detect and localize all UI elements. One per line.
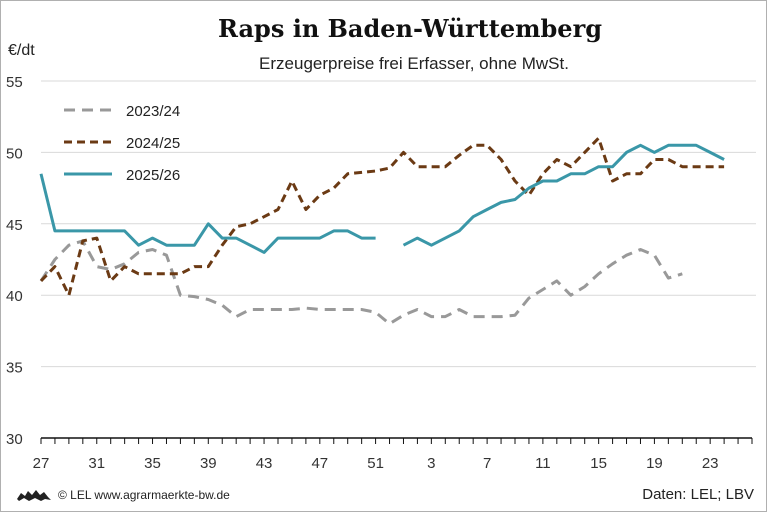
legend-label: 2024/25 — [126, 135, 180, 152]
lion-crest-icon — [15, 487, 53, 503]
y-tick-label: 45 — [6, 217, 23, 234]
series-line-2023-24 — [39, 239, 683, 326]
series-line-2024-25 — [39, 136, 725, 297]
x-tick-label: 39 — [200, 455, 217, 472]
x-tick-label: 31 — [88, 455, 105, 472]
x-tick-label: 43 — [256, 455, 273, 472]
y-tick-label: 35 — [6, 360, 23, 377]
y-tick-label: 30 — [6, 431, 23, 448]
x-tick-label: 11 — [535, 455, 551, 472]
chart-title: Raps in Baden-Württemberg — [218, 14, 602, 43]
x-tick-label: 3 — [427, 455, 435, 472]
x-tick-label: 7 — [483, 455, 491, 472]
x-tick-label: 19 — [646, 455, 663, 472]
x-tick-label: 35 — [144, 455, 161, 472]
series-group — [39, 136, 725, 326]
series-line-2025-26 — [402, 143, 725, 247]
x-tick-label: 51 — [367, 455, 384, 472]
legend-label: 2025/26 — [126, 167, 180, 184]
series-line-2025-26 — [39, 173, 376, 254]
x-tick-label: 23 — [702, 455, 719, 472]
y-tick-label: 55 — [6, 74, 23, 91]
copyright-text: © LEL www.agrarmaerkte-bw.de — [58, 488, 230, 502]
y-axis-ticks: 30 35 40 45 50 55 — [6, 74, 23, 448]
y-tick-label: 50 — [6, 145, 23, 162]
y-axis-unit-label: €/dt — [8, 42, 35, 59]
x-axis: 27 31 35 39 43 47 51 3 7 11 15 19 23 — [33, 437, 753, 472]
y-tick-label: 40 — [6, 288, 23, 305]
gridlines — [41, 80, 756, 368]
legend: 2023/24 2024/25 2025/26 — [64, 103, 180, 184]
x-tick-label: 15 — [590, 455, 607, 472]
chart-subtitle: Erzeugerpreise frei Erfasser, ohne MwSt. — [259, 54, 569, 73]
data-source-text: Daten: LEL; LBV — [642, 486, 754, 503]
legend-label: 2023/24 — [126, 103, 180, 120]
x-tick-label: 47 — [311, 455, 328, 472]
x-tick-label: 27 — [33, 455, 50, 472]
